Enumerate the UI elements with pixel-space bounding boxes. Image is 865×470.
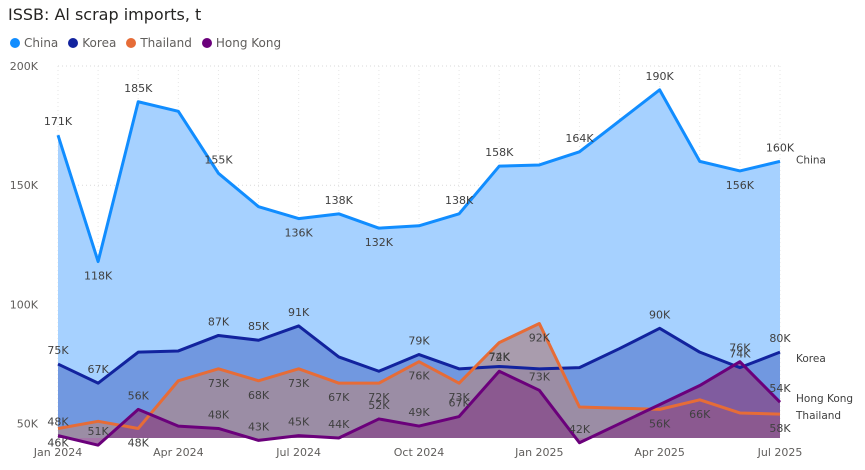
data-label: 160K: [766, 141, 795, 154]
data-label: 74K: [489, 351, 511, 364]
legend-label: Thailand: [140, 36, 192, 50]
x-tick-label: Jan 2025: [514, 446, 563, 459]
data-label: 51K: [88, 425, 110, 438]
chart-legend: China Korea Thailand Hong Kong: [10, 36, 281, 50]
data-label: 72K: [368, 391, 390, 404]
y-tick-label: 100K: [10, 298, 39, 311]
data-label: 155K: [204, 153, 233, 166]
line-thailand: [57, 322, 781, 430]
legend-item[interactable]: Korea: [68, 36, 116, 50]
legend-dot-icon: [10, 38, 20, 48]
x-tick-label: Oct 2024: [394, 446, 445, 459]
legend-dot-icon: [68, 38, 79, 48]
area-hong-kong: [58, 361, 780, 446]
x-tick-label: Jul 2025: [757, 446, 803, 459]
data-label: 90K: [649, 308, 671, 321]
line-china: [56, 88, 781, 264]
legend-label: Korea: [82, 36, 117, 50]
line-hong-kong: [57, 360, 782, 447]
series-end-label: Korea: [796, 353, 826, 365]
data-label: 73K: [449, 391, 471, 404]
data-label: 85K: [248, 320, 270, 333]
data-label: 136K: [285, 227, 314, 240]
data-label: 73K: [288, 377, 310, 390]
data-label: 66K: [689, 408, 711, 421]
data-label: 43K: [248, 420, 270, 433]
data-label: 87K: [208, 315, 230, 328]
data-label: 72K: [489, 351, 511, 364]
legend-dot-icon: [126, 38, 137, 48]
data-label: 156K: [726, 179, 755, 192]
data-label: 76K: [408, 370, 430, 383]
data-label: 73K: [529, 370, 551, 383]
data-label: 67K: [449, 397, 471, 410]
legend-label: Hong Kong: [215, 36, 282, 50]
x-tick-label: Apr 2025: [634, 446, 685, 459]
data-label: 76K: [729, 342, 751, 355]
data-label: 164K: [565, 132, 594, 145]
data-label: 91K: [288, 306, 310, 319]
data-label: 171K: [44, 115, 73, 128]
series-end-label: Thailand: [795, 410, 841, 422]
legend-item[interactable]: Thailand: [126, 36, 192, 50]
data-label: 67K: [88, 363, 110, 376]
data-label: 67K: [328, 391, 350, 404]
data-label: 158K: [485, 146, 514, 159]
data-label: 75K: [47, 344, 69, 357]
chart-title: ISSB: Al scrap imports, t: [8, 5, 202, 24]
data-label: 56K: [649, 417, 671, 430]
data-label: 118K: [84, 270, 113, 283]
data-label: 73K: [208, 377, 230, 390]
data-label: 190K: [646, 70, 675, 83]
data-label: 74K: [729, 348, 751, 361]
data-label: 45K: [288, 416, 310, 429]
x-tick-label: Jul 2024: [275, 446, 321, 459]
y-tick-label: 150K: [10, 179, 39, 192]
legend-item[interactable]: China: [10, 36, 58, 50]
legend-item[interactable]: Hong Kong: [201, 36, 282, 50]
data-label: 132K: [365, 236, 394, 249]
data-label: 79K: [408, 335, 430, 348]
data-label: 92K: [529, 332, 551, 345]
data-label: 138K: [325, 194, 354, 207]
series-end-label: Hong Kong: [796, 393, 853, 405]
line-korea: [57, 324, 781, 385]
x-tick-label: Apr 2024: [153, 446, 204, 459]
area-thailand: [58, 323, 780, 438]
series-end-label: China: [796, 154, 826, 166]
data-label: 54K: [769, 382, 791, 395]
legend-label: China: [24, 36, 59, 50]
data-label: 42K: [569, 423, 591, 436]
x-tick-label: Jan 2024: [33, 446, 82, 459]
data-label: 58K: [769, 422, 791, 435]
data-label: 80K: [769, 332, 791, 345]
data-label: 52K: [368, 399, 390, 412]
data-label: 46K: [47, 436, 69, 449]
data-label: 56K: [128, 389, 150, 402]
data-label: 48K: [128, 436, 150, 449]
data-label: 48K: [47, 416, 69, 429]
data-label: 49K: [408, 406, 430, 419]
y-tick-label: 200K: [10, 60, 39, 73]
data-label: 48K: [208, 408, 230, 421]
data-label: 185K: [124, 82, 153, 95]
legend-dot-icon: [201, 38, 212, 48]
data-label: 44K: [328, 418, 350, 431]
y-tick-label: 50K: [17, 418, 39, 431]
data-label: 138K: [445, 194, 474, 207]
data-label: 68K: [248, 389, 270, 402]
